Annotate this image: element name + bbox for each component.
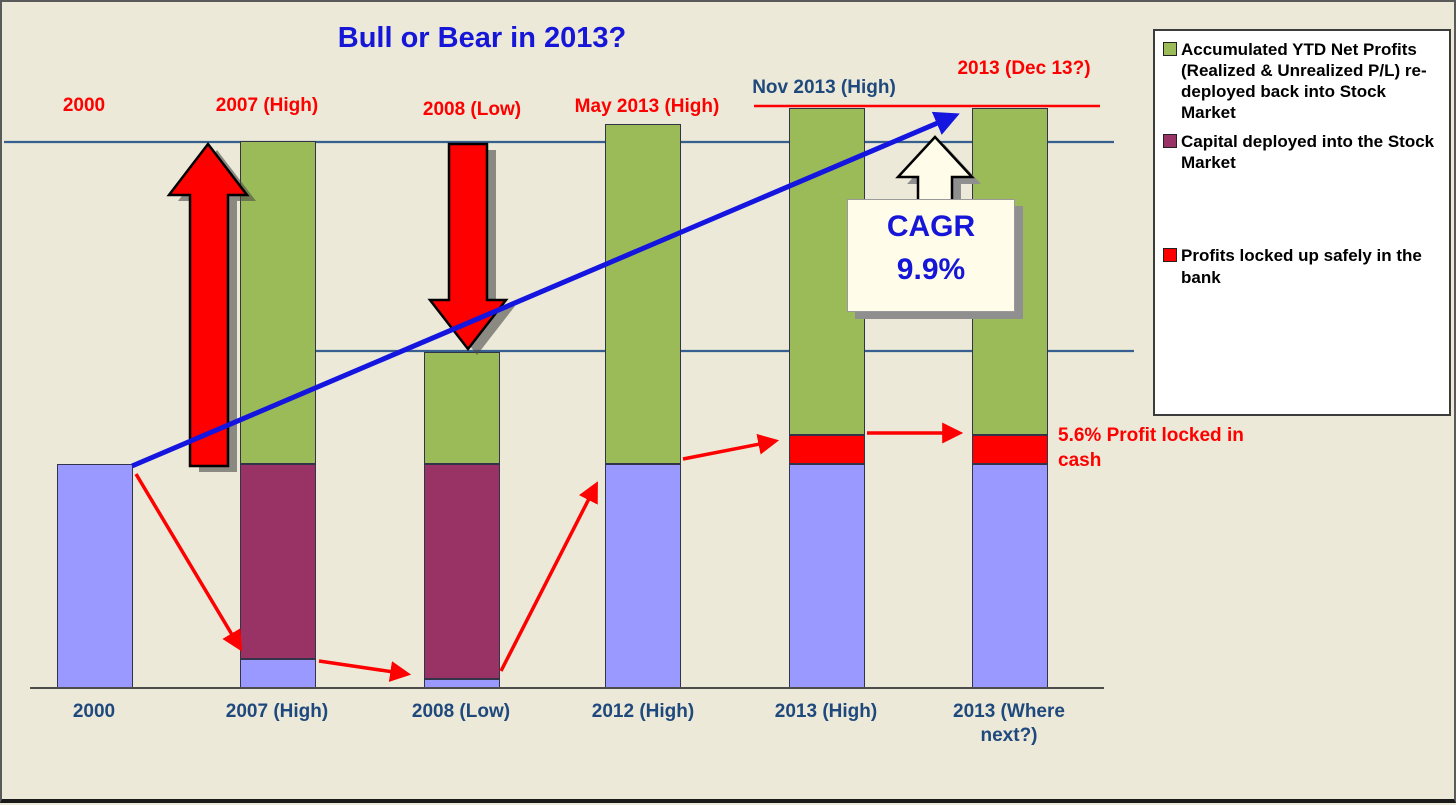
bar-segment-capital-2	[424, 464, 500, 680]
bar-segment-cash-1	[240, 658, 316, 688]
top-label-2000: 2000	[62, 95, 106, 116]
bar-segment-profits-3	[605, 123, 681, 464]
red-swatch-icon	[1163, 248, 1177, 263]
green-swatch-icon	[1163, 42, 1177, 56]
legend-item-capital: Capital deployed into the Stock Market	[1163, 131, 1439, 173]
cagr-value: 9.9%	[896, 253, 966, 286]
bar-segment-locked-5	[972, 434, 1048, 464]
top-label-2007-high: 2007 (High)	[215, 95, 319, 116]
top-label-nov-2013: Nov 2013 (High)	[752, 77, 896, 98]
x-label-2007-high: 2007 (High)	[225, 701, 329, 722]
top-label-may-2013: May 2013 (High)	[574, 96, 720, 117]
cagr-label: CAGR	[886, 210, 976, 243]
bar-segment-profits-2	[424, 352, 500, 464]
x-label-2013-high: 2013 (High)	[774, 701, 878, 722]
legend-label-locked: Profits locked up safely in the bank	[1181, 246, 1422, 287]
chart-title: Bull or Bear in 2013?	[337, 22, 627, 54]
x-label-2008-low: 2008 (Low)	[411, 701, 511, 722]
legend-label-capital: Capital deployed into the Stock Market	[1181, 132, 1435, 173]
bar-segment-cash-0	[57, 464, 133, 688]
profit-note: 5.6% Profit locked in cash	[1058, 425, 1244, 471]
bar-segment-cash-5	[972, 464, 1048, 688]
top-label-2008-low: 2008 (Low)	[422, 99, 522, 120]
purple-swatch-icon	[1163, 134, 1177, 149]
bar-segment-profits-1	[240, 141, 316, 464]
legend-label-profits: Accumulated YTD Net Profits (Realized & …	[1181, 40, 1427, 123]
bar-segment-cash-4	[789, 464, 865, 688]
legend-item-locked: Profits locked up safely in the bank	[1163, 245, 1439, 287]
x-label-2000: 2000	[72, 701, 116, 722]
top-label-dec-2013: 2013 (Dec 13?)	[957, 58, 1091, 79]
x-label-2012-high: 2012 (High)	[591, 701, 695, 722]
cagr-callout-box: CAGR 9.9%	[847, 199, 1015, 312]
bar-segment-capital-1	[240, 464, 316, 659]
legend-box: Accumulated YTD Net Profits (Realized & …	[1153, 29, 1451, 416]
bar-segment-locked-4	[789, 434, 865, 464]
x-label-2013-next: 2013 (Where next?)	[953, 701, 1065, 746]
bar-segment-cash-2	[424, 679, 500, 688]
legend-item-profits: Accumulated YTD Net Profits (Realized & …	[1163, 39, 1439, 123]
bar-segment-cash-3	[605, 464, 681, 688]
